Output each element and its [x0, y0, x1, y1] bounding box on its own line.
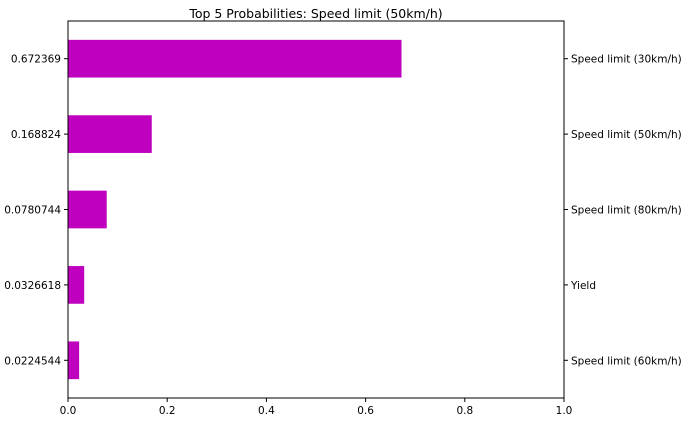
y-tick-label-right: Speed limit (50km/h): [571, 129, 682, 141]
bar: [68, 115, 152, 153]
x-tick-label: 0.6: [357, 405, 374, 417]
y-tick-label-left: 0.168824: [11, 129, 61, 141]
x-tick-label: 0.8: [456, 405, 473, 417]
bar: [68, 341, 80, 380]
x-tick-label: 0.0: [60, 405, 77, 417]
bar: [68, 39, 402, 78]
y-tick-label-right: Speed limit (60km/h): [571, 355, 682, 367]
chart-title: Top 5 Probabilities: Speed limit (50km/h…: [188, 6, 442, 21]
y-tick-label-left: 0.0780744: [4, 205, 61, 217]
y-tick-label-left: 0.0326618: [4, 280, 61, 292]
x-tick-label: 0.4: [258, 405, 275, 417]
y-tick-label-right: Speed limit (30km/h): [571, 54, 682, 66]
axis-layer: 0.672369 Speed limit (30km/h) 0.168824 Spee…: [4, 54, 682, 417]
y-tick-label-right: Speed limit (80km/h): [571, 205, 682, 217]
x-tick-label: 0.2: [159, 405, 176, 417]
x-tick-label: 1.0: [556, 405, 573, 417]
bars-layer: [68, 39, 402, 380]
y-tick-label-right: Yield: [570, 280, 596, 292]
y-tick-label-left: 0.672369: [11, 54, 61, 66]
bar: [68, 266, 85, 304]
bar: [68, 190, 107, 229]
y-tick-label-left: 0.0224544: [4, 355, 61, 367]
